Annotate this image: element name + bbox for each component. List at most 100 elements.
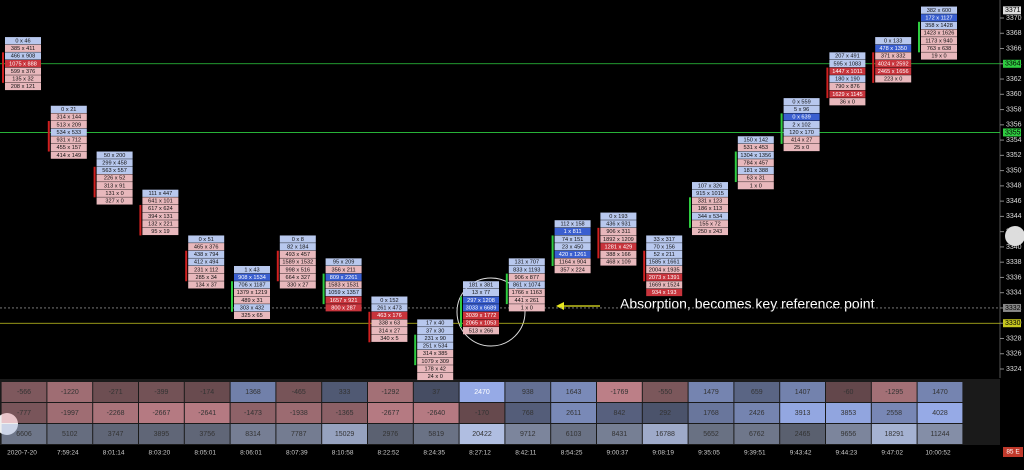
delta-value: -2677	[381, 410, 399, 417]
footprint-cell-text: 861 x 1074	[513, 283, 541, 289]
price-label: 3368	[1006, 30, 1022, 37]
footprint-cell	[646, 288, 683, 297]
time-label: 9:44:23	[836, 450, 858, 457]
delta-value: -1938	[290, 410, 308, 417]
footprint-cell-text: 1164 x 904	[559, 260, 586, 266]
delta-bar	[231, 281, 233, 312]
footprint-cell-text: 340 x 5	[380, 336, 398, 342]
footprint-cell	[417, 365, 454, 373]
time-label: 8:01:14	[103, 450, 125, 457]
time-label: 9:43:42	[790, 450, 812, 457]
footprint-cell-text: 2073 x 1391	[649, 275, 680, 281]
footprint-cell	[921, 37, 957, 45]
delta-value: 3913	[795, 410, 811, 417]
footprint-cell	[234, 296, 270, 304]
footprint-cell	[692, 197, 728, 205]
delta-cell	[871, 424, 917, 444]
footprint-cell	[417, 327, 454, 335]
footprint-cell	[875, 44, 912, 52]
footprint-cell	[463, 288, 499, 297]
footprint-cell-text: 0 x 8	[292, 237, 304, 243]
footprint-cell	[50, 105, 87, 113]
delta-value: 5652	[703, 431, 719, 438]
delta-value: 9656	[841, 431, 857, 438]
footprint-cell	[829, 98, 866, 106]
delta-value: 6103	[566, 431, 582, 438]
price-label: 3360	[1006, 91, 1022, 98]
footprint-cell	[829, 82, 866, 91]
footprint-cell	[279, 258, 316, 266]
delta-cell	[368, 382, 413, 402]
draw-icon[interactable]	[1005, 226, 1024, 246]
footprint-cell-text: 313 x 91	[104, 183, 125, 189]
time-label: 8:24:35	[423, 450, 445, 457]
footprint-cell	[279, 235, 316, 243]
delta-cell	[688, 382, 734, 402]
time-label: 9:39:51	[744, 450, 766, 457]
footprint-cell	[783, 136, 820, 144]
delta-cell	[413, 382, 459, 402]
delta-value: 11244	[931, 431, 950, 438]
delta-value: -2641	[198, 410, 216, 417]
footprint-cell	[646, 265, 683, 274]
footprint-cell-text: 250 x 243	[698, 229, 723, 235]
footprint-cell-text: 63 x 31	[747, 176, 765, 182]
footprint-cell-text: 2065 x 1053	[466, 321, 497, 327]
status: 85 E	[1006, 449, 1020, 456]
delta-cell	[459, 382, 505, 402]
price-label: 3336	[1006, 274, 1022, 281]
delta-value: -60	[843, 389, 853, 396]
delta-cell	[597, 403, 642, 423]
delta-cell	[47, 424, 93, 444]
footprint-cell	[783, 98, 820, 106]
delta-cell	[871, 382, 917, 402]
key-level-label: 3355	[1005, 129, 1021, 136]
footprint-cell-text: 906 x 877	[515, 275, 540, 281]
delta-cell	[47, 403, 93, 423]
delta-cell	[93, 403, 138, 423]
footprint-cell-text: 438 x 794	[194, 252, 219, 258]
footprint-cell-text: 468 x 109	[606, 260, 631, 266]
delta-cell	[93, 424, 138, 444]
footprint-cell-text: 1589 x 1532	[282, 260, 313, 266]
footprint-cell-text: 356 x 211	[332, 267, 356, 273]
footprint-cell	[5, 82, 41, 91]
delta-value: 18291	[884, 431, 904, 438]
delta-value: 37	[432, 389, 440, 396]
delta-cell	[93, 382, 138, 402]
footprint-cell-text: 314 x 144	[57, 115, 82, 121]
footprint-cell	[875, 37, 912, 45]
footprint-cell-text: 178 x 42	[424, 366, 445, 372]
delta-value: -1220	[61, 389, 79, 396]
footprint-cell-text: 534 x 533	[57, 130, 82, 136]
footprint-cell-text: 13 x 77	[472, 290, 490, 296]
footprint-cell-text: 261 x 473	[377, 305, 402, 311]
footprint-cell	[829, 67, 866, 75]
footprint-cell-text: 931 x 712	[57, 138, 82, 144]
footprint-cell	[921, 44, 957, 52]
delta-cell	[597, 424, 642, 444]
footprint-cell-text: 513 x 209	[57, 122, 82, 128]
delta-value: -2667	[152, 410, 170, 417]
delta-cell	[551, 424, 596, 444]
footprint-cell	[234, 288, 270, 297]
footprint-cell	[600, 212, 637, 220]
footprint-cell-text: 1 x 0	[521, 305, 533, 311]
delta-value: 1643	[566, 389, 582, 396]
delta-bar	[826, 67, 829, 99]
delta-cell	[368, 424, 413, 444]
delta-bar	[918, 21, 920, 53]
price-label: 3326	[1006, 351, 1022, 358]
delta-value: -170	[475, 410, 489, 417]
footprint-cell	[875, 52, 912, 60]
delta-cell	[322, 382, 367, 402]
footprint-cell-text: 299 x 458	[102, 160, 127, 166]
footprint-cell-text: 1766 x 1163	[512, 290, 542, 296]
delta-cell	[871, 403, 917, 423]
footprint-cell-text: 1423 x 1626	[924, 31, 955, 37]
footprint-cell-text: 414 x 149	[57, 153, 82, 159]
delta-cell	[276, 403, 322, 423]
footprint-cell	[554, 220, 591, 228]
delta-cell	[551, 403, 596, 423]
footprint-cell-text: 325 x 65	[241, 313, 262, 319]
